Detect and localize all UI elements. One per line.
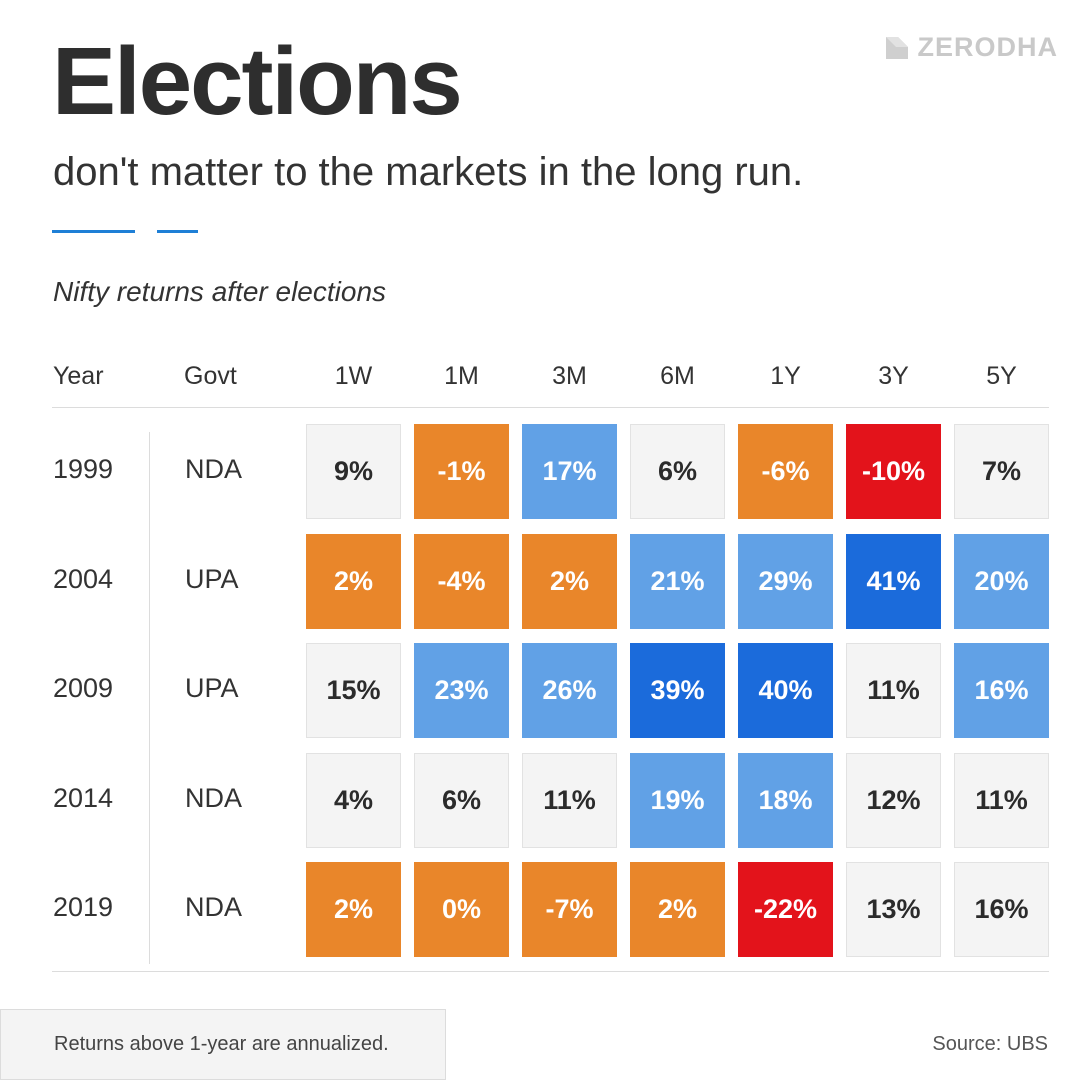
heatmap-cell: 16% <box>954 862 1049 957</box>
heatmap-cell: 23% <box>414 643 509 738</box>
row-govt-label: NDA <box>185 783 243 813</box>
heatmap-cell: 7% <box>954 424 1049 519</box>
heatmap-cell: 12% <box>846 753 941 848</box>
row-year-label: 2014 <box>53 783 114 813</box>
heatmap-cell: 11% <box>522 753 617 848</box>
header-divider <box>52 407 1049 408</box>
heatmap-cell: 19% <box>630 753 725 848</box>
heatmap-cell: 21% <box>630 534 725 629</box>
column-header-period: 3Y <box>878 362 909 390</box>
source-credit: Source: UBS <box>932 1033 1048 1055</box>
column-header-year: Year <box>53 362 104 390</box>
heatmap-cell: -4% <box>414 534 509 629</box>
row-govt-label: UPA <box>185 673 239 703</box>
accent-rule-long <box>52 230 135 233</box>
heatmap-cell: 13% <box>846 862 941 957</box>
row-govt-label: NDA <box>185 454 243 484</box>
heatmap-cell: 2% <box>306 862 401 957</box>
heatmap-cell: 9% <box>306 424 401 519</box>
column-header-period: 1M <box>444 362 479 390</box>
heatmap-cell: 26% <box>522 643 617 738</box>
page-subtitle: don't matter to the markets in the long … <box>53 150 804 194</box>
row-year-label: 2009 <box>53 673 114 703</box>
heatmap-cell: 11% <box>954 753 1049 848</box>
heatmap-cell: 29% <box>738 534 833 629</box>
year-column-divider <box>149 432 150 964</box>
chart-caption: Nifty returns after elections <box>53 276 387 307</box>
column-header-period: 3M <box>552 362 587 390</box>
heatmap-cell: 41% <box>846 534 941 629</box>
heatmap-cell: 4% <box>306 753 401 848</box>
heatmap-cell: -10% <box>846 424 941 519</box>
heatmap-cell: 11% <box>846 643 941 738</box>
heatmap-cell: 2% <box>522 534 617 629</box>
annualized-note: Returns above 1-year are annualized. <box>0 1009 446 1080</box>
heatmap-cell: 20% <box>954 534 1049 629</box>
heatmap-cell: -1% <box>414 424 509 519</box>
heatmap-cell: 18% <box>738 753 833 848</box>
heatmap-cell: 39% <box>630 643 725 738</box>
column-header-period: 1W <box>334 362 373 390</box>
heatmap-cell: -22% <box>738 862 833 957</box>
accent-rule-short <box>157 230 198 233</box>
heatmap-cell: -6% <box>738 424 833 519</box>
row-govt-label: NDA <box>185 892 243 922</box>
heatmap-cell: 40% <box>738 643 833 738</box>
column-header-period: 6M <box>660 362 695 390</box>
column-header-period: 1Y <box>770 362 801 390</box>
heatmap-cell: 0% <box>414 862 509 957</box>
row-year-label: 2019 <box>53 892 114 922</box>
table-bottom-divider <box>52 971 1049 972</box>
annualized-note-text: Returns above 1-year are annualized. <box>54 1033 389 1055</box>
heatmap-cell: 2% <box>306 534 401 629</box>
heatmap-cell: 2% <box>630 862 725 957</box>
heatmap-cell: 16% <box>954 643 1049 738</box>
page-title: Elections <box>52 28 463 135</box>
zerodha-kite-icon <box>885 36 908 59</box>
brand-logo: ZERODHA <box>885 32 1059 63</box>
brand-name: ZERODHA <box>917 32 1058 62</box>
column-header-period: 5Y <box>986 362 1017 390</box>
heatmap-cell: 6% <box>414 753 509 848</box>
heatmap-cell: 15% <box>306 643 401 738</box>
heatmap-cell: -7% <box>522 862 617 957</box>
heatmap-cell: 6% <box>630 424 725 519</box>
row-year-label: 1999 <box>53 454 114 484</box>
row-year-label: 2004 <box>53 564 114 594</box>
heatmap-cell: 17% <box>522 424 617 519</box>
column-header-govt: Govt <box>184 362 237 390</box>
row-govt-label: UPA <box>185 564 239 594</box>
